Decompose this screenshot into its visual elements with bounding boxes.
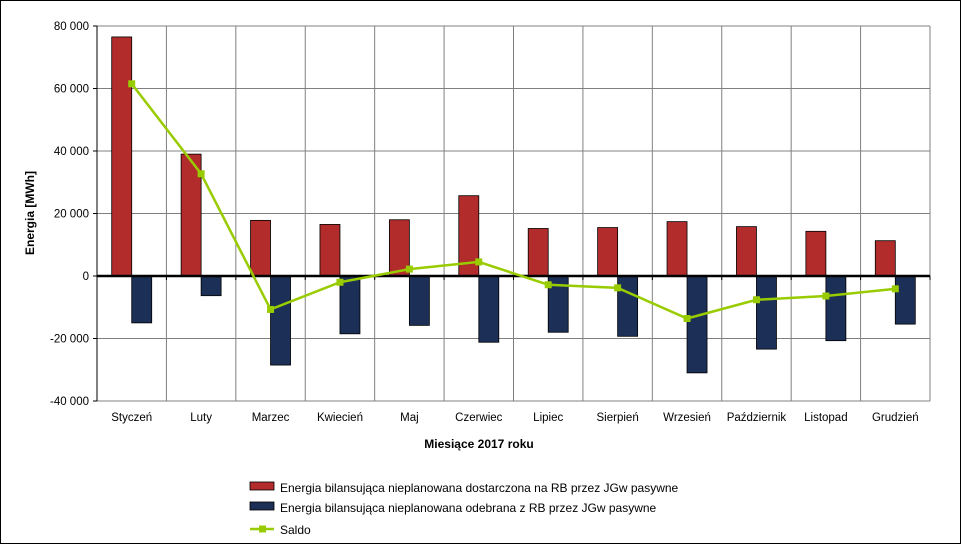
x-axis-title: Miesiące 2017 roku	[424, 437, 533, 451]
x-tick-label: Październik	[727, 412, 787, 424]
bar-delivered	[874, 240, 896, 277]
saldo-line-group	[128, 80, 899, 322]
x-tick-label: Lipiec	[533, 412, 563, 424]
saldo-point	[683, 315, 691, 322]
bar-received	[131, 275, 153, 324]
saldo-point	[475, 258, 483, 266]
bar-delivered	[111, 36, 133, 277]
bar-received	[270, 275, 291, 366]
gridlines	[96, 25, 931, 402]
bar-received	[756, 275, 777, 350]
bar-received	[408, 275, 430, 326]
x-tick-label: Listopad	[804, 412, 847, 424]
saldo-point	[336, 278, 344, 286]
saldo-point	[197, 170, 205, 178]
bar-received	[894, 275, 916, 325]
saldo-point	[891, 285, 899, 293]
y-tick-label: -40 000	[50, 396, 89, 408]
legend-label: Saldo	[280, 523, 311, 537]
x-tick-label: Kwiecień	[317, 412, 363, 424]
saldo-point	[267, 305, 275, 313]
saldo-point	[752, 296, 760, 304]
x-tick-label: Luty	[190, 412, 212, 424]
legend-label: Energia bilansująca nieplanowana odebran…	[280, 501, 657, 515]
y-tick-label: 0	[83, 271, 89, 283]
y-axis-title: Energia [MWh]	[23, 171, 37, 255]
x-tick-label: Maj	[400, 412, 419, 424]
y-tick-label: 40 000	[54, 146, 89, 158]
legend: Energia bilansująca nieplanowana dostarc…	[249, 481, 679, 537]
legend-label: Energia bilansująca nieplanowana dostarc…	[280, 481, 679, 495]
saldo-point	[405, 265, 413, 273]
bar-received	[825, 275, 847, 342]
bar-received	[686, 275, 708, 374]
bar-delivered	[319, 224, 341, 277]
saldo-line	[130, 83, 896, 320]
bar-received	[478, 275, 500, 343]
x-tick-label: Grudzień	[872, 412, 919, 424]
saldo-point	[128, 80, 136, 88]
bar-delivered	[736, 226, 757, 277]
bar-delivered	[805, 230, 827, 277]
y-tick-label: -20 000	[50, 334, 89, 346]
x-tick-label: Marzec	[252, 412, 290, 424]
y-tick-label: 20 000	[54, 209, 89, 221]
bar-delivered	[666, 221, 688, 277]
x-tick-label: Sierpień	[597, 412, 639, 424]
saldo-point	[544, 281, 552, 289]
y-tick-label: 80 000	[54, 21, 89, 33]
saldo-point	[614, 284, 622, 292]
bars	[111, 36, 916, 374]
bar-delivered	[597, 227, 619, 277]
legend-swatch-delivered	[249, 481, 275, 491]
y-tick-label: 60 000	[54, 84, 89, 96]
x-tick-label: Czerwiec	[455, 412, 503, 424]
legend-swatch-saldo-marker	[259, 525, 266, 533]
bar-delivered	[250, 219, 271, 277]
bar-delivered	[527, 228, 549, 277]
bar-received	[200, 275, 222, 297]
tick-labels: 80 000 60 000 40 000 20 000 0 -20 000 -40 000 S…	[50, 21, 919, 424]
saldo-point	[822, 292, 830, 300]
legend-swatch-received	[249, 501, 275, 511]
x-tick-label: Styczeń	[111, 412, 152, 424]
x-tick-label: Wrzesień	[663, 412, 711, 424]
